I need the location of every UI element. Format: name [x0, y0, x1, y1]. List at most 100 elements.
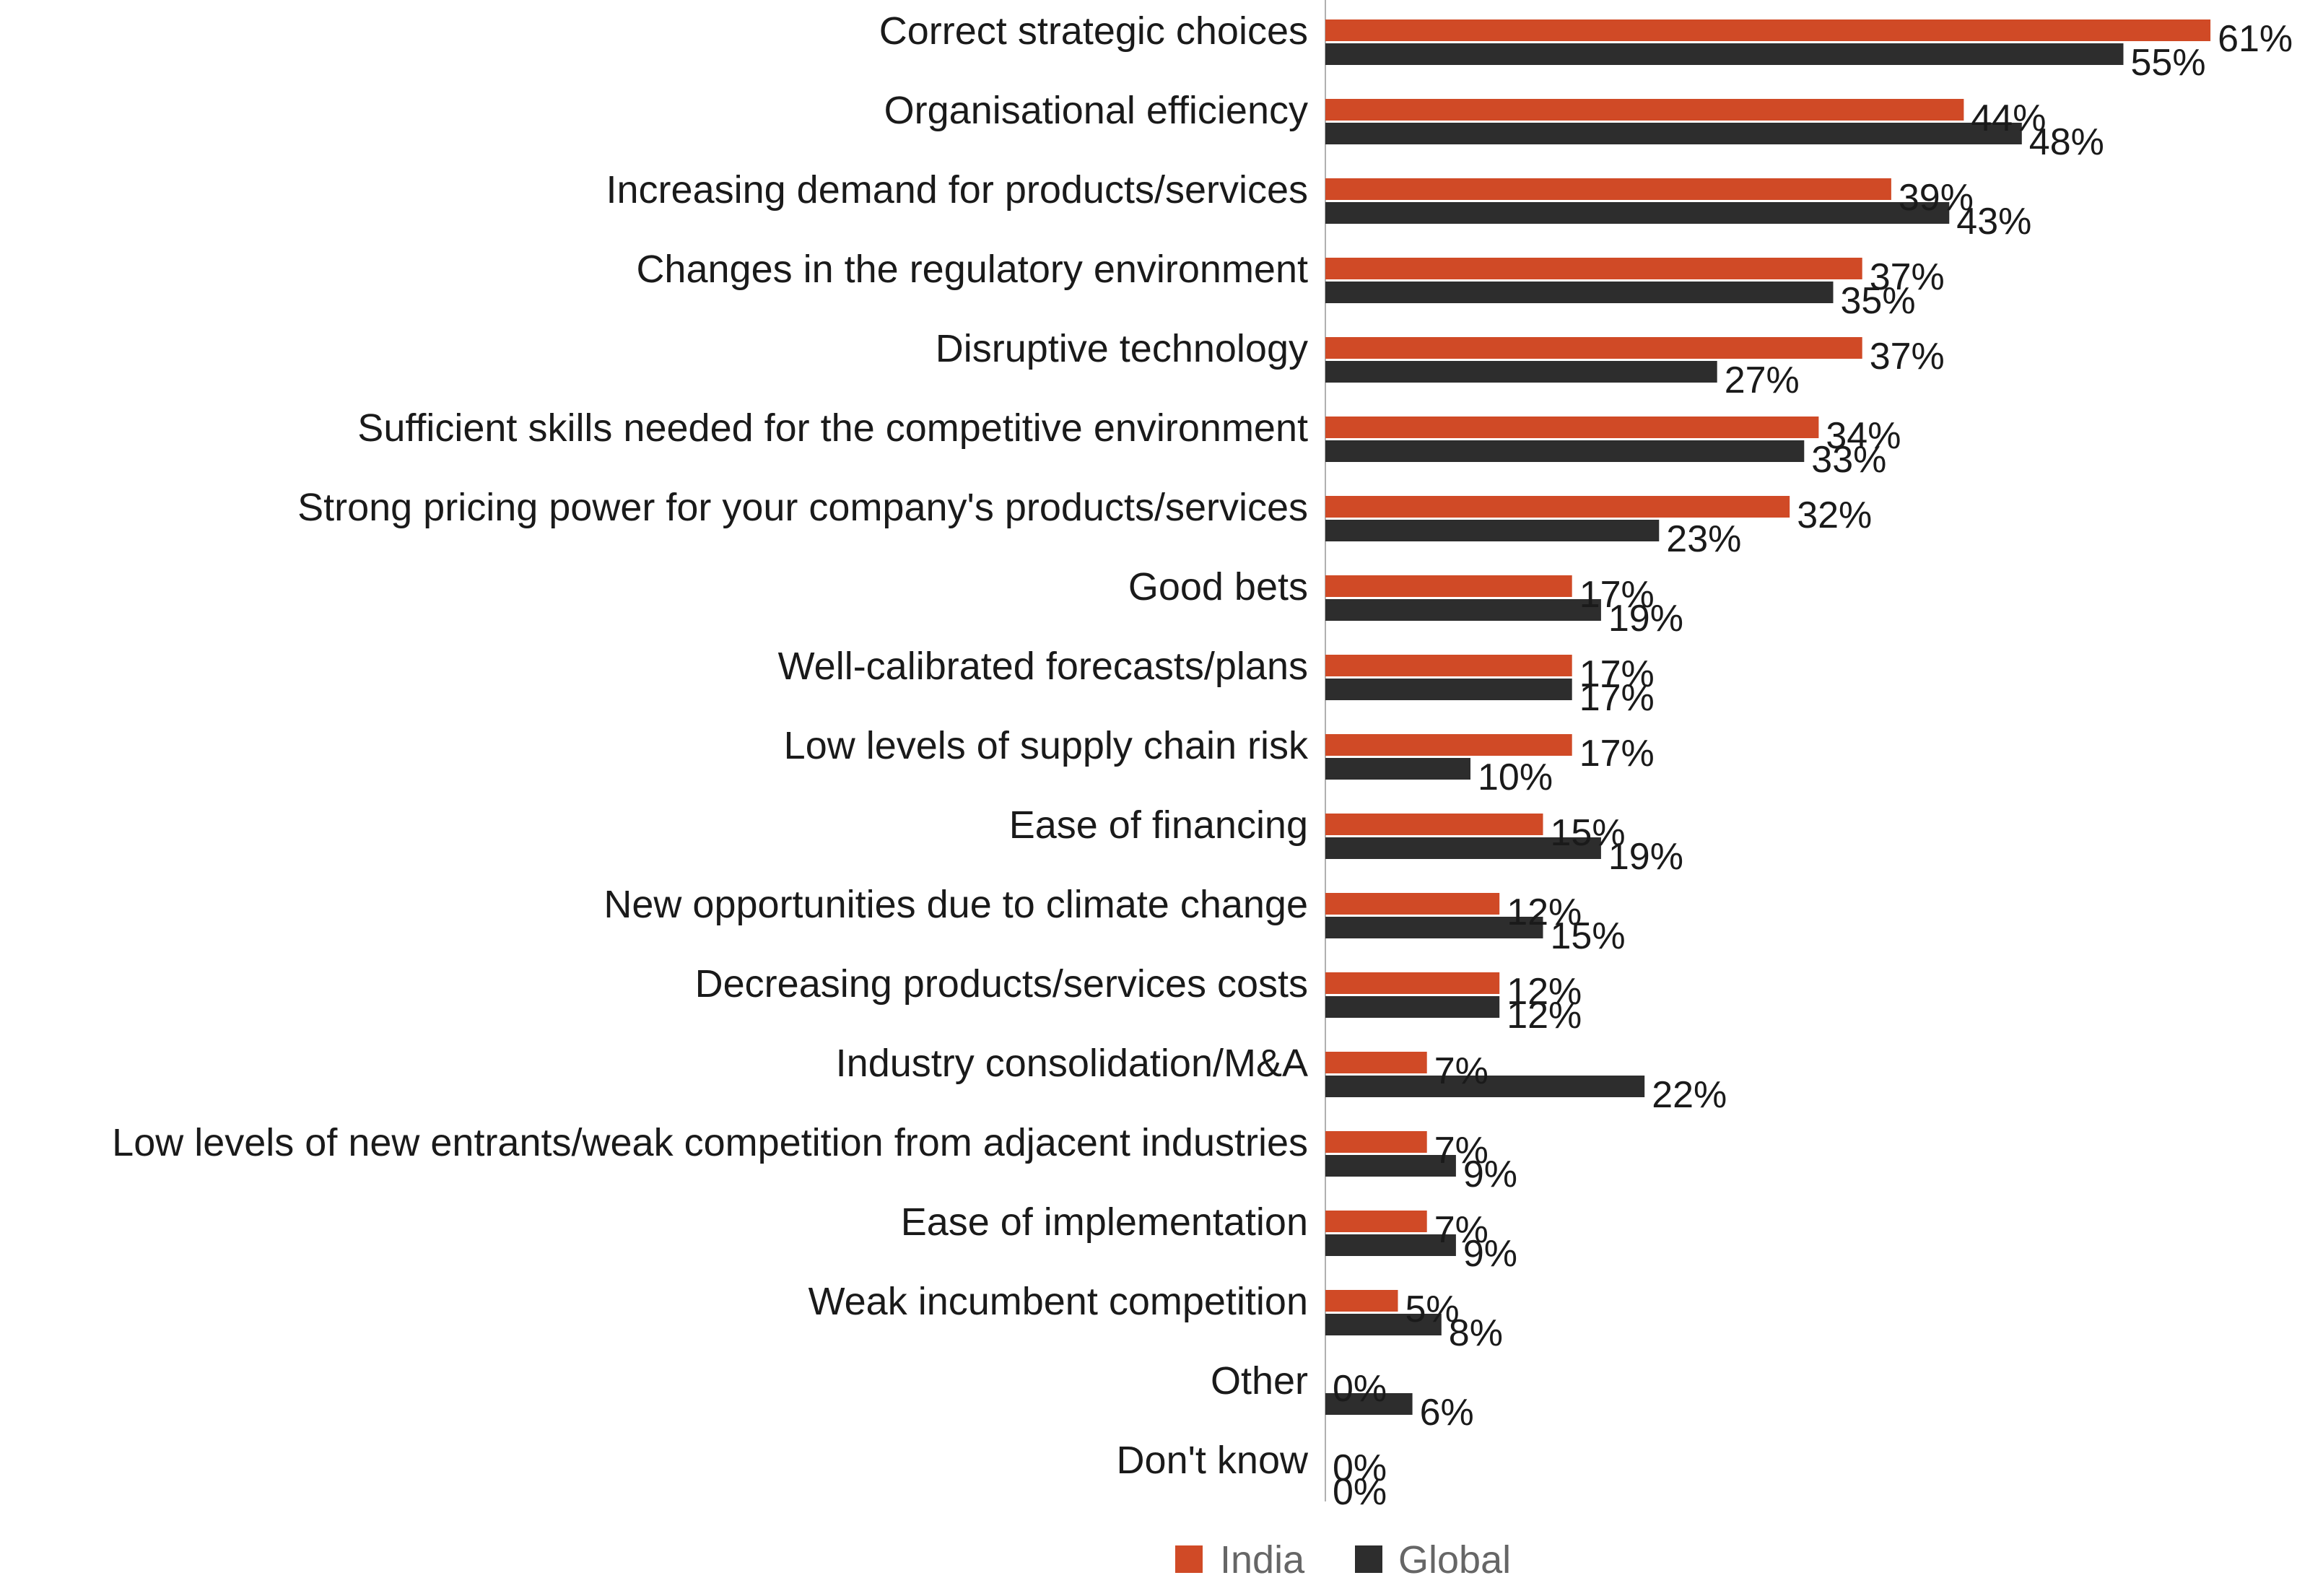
- bar-india: [1325, 734, 1572, 756]
- bar-india: [1325, 1290, 1398, 1312]
- bar-global: [1325, 202, 1950, 224]
- bar-global: [1325, 917, 1543, 938]
- bar-global: [1325, 679, 1572, 700]
- legend: India Global: [1175, 1538, 1511, 1582]
- data-label-global: 0%: [1333, 1471, 1387, 1513]
- bar-india: [1325, 19, 2211, 41]
- bar-india: [1325, 575, 1572, 597]
- bar-india: [1325, 496, 1790, 518]
- data-label-global: 19%: [1608, 836, 1683, 878]
- data-label-india: 34%: [1826, 415, 1901, 457]
- data-label-india: 7%: [1434, 1209, 1489, 1251]
- data-label-global: 19%: [1608, 598, 1683, 640]
- category-label: Other: [1211, 1359, 1308, 1403]
- bar-india: [1325, 337, 1862, 359]
- bar-global: [1325, 440, 1805, 462]
- bar-india: [1325, 655, 1572, 676]
- bars-layer: [1325, 19, 2211, 1415]
- bar-global: [1325, 599, 1601, 621]
- data-label-global: 22%: [1652, 1074, 1727, 1116]
- data-label-india: 12%: [1507, 891, 1582, 933]
- data-label-india: 15%: [1551, 812, 1626, 854]
- bar-global: [1325, 1155, 1456, 1177]
- bar-global: [1325, 361, 1717, 383]
- data-label-global: 55%: [2131, 42, 2206, 84]
- data-label-india: 7%: [1434, 1050, 1489, 1092]
- category-label: Ease of financing: [1009, 803, 1308, 847]
- data-label-global: 35%: [1841, 280, 1916, 322]
- legend-swatch-global: [1355, 1545, 1382, 1573]
- bar-india: [1325, 893, 1500, 915]
- category-label: Sufficient skills needed for the competi…: [357, 406, 1308, 450]
- legend-label-global: Global: [1398, 1538, 1511, 1582]
- bar-india: [1325, 1131, 1427, 1153]
- bar-global: [1325, 1314, 1442, 1335]
- category-label: Low levels of supply chain risk: [784, 724, 1309, 767]
- data-label-global: 10%: [1478, 756, 1553, 798]
- bar-global: [1325, 996, 1500, 1018]
- data-label-india: 32%: [1797, 494, 1872, 536]
- data-label-global: 9%: [1463, 1154, 1517, 1195]
- category-label: Good bets: [1128, 565, 1308, 609]
- data-label-india: 5%: [1405, 1288, 1460, 1330]
- category-label: Disruptive technology: [936, 327, 1308, 370]
- bar-global: [1325, 123, 2022, 144]
- data-label-global: 12%: [1507, 995, 1582, 1037]
- bar-global: [1325, 520, 1660, 541]
- data-label-india: 7%: [1434, 1130, 1489, 1172]
- data-label-india: 39%: [1899, 177, 1974, 219]
- bar-global: [1325, 1393, 1413, 1415]
- data-label-global: 9%: [1463, 1233, 1517, 1275]
- category-label: Weak incumbent competition: [808, 1280, 1308, 1323]
- data-label-india: 0%: [1333, 1447, 1387, 1489]
- category-label: Strong pricing power for your company's …: [297, 486, 1308, 529]
- category-label: Well-calibrated forecasts/plans: [778, 645, 1308, 688]
- bar-global: [1325, 1234, 1456, 1256]
- bar-india: [1325, 1052, 1427, 1073]
- labels-layer: Correct strategic choices 61% 55% Organisat…: [112, 9, 2293, 1513]
- data-label-india: 37%: [1870, 336, 1945, 378]
- bar-global: [1325, 758, 1470, 780]
- category-label: Don't know: [1117, 1439, 1309, 1482]
- category-label: New opportunities due to climate change: [603, 883, 1308, 926]
- data-label-global: 15%: [1551, 915, 1626, 957]
- bar-global: [1325, 837, 1601, 859]
- bar-global: [1325, 1076, 1645, 1097]
- category-label: Ease of implementation: [901, 1200, 1308, 1244]
- data-label-india: 12%: [1507, 971, 1582, 1013]
- bar-global: [1325, 43, 2124, 65]
- data-label-india: 37%: [1870, 256, 1945, 298]
- category-label: Organisational efficiency: [884, 89, 1308, 132]
- bar-india: [1325, 178, 1891, 200]
- data-label-global: 6%: [1420, 1392, 1474, 1434]
- legend-label-india: India: [1220, 1538, 1305, 1582]
- data-label-india: 17%: [1579, 653, 1655, 695]
- data-label-global: 48%: [2029, 121, 2104, 163]
- bar-india: [1325, 972, 1500, 994]
- data-label-india: 0%: [1333, 1368, 1387, 1410]
- category-label: Decreasing products/services costs: [695, 962, 1308, 1006]
- bar-india: [1325, 417, 1819, 438]
- bar-india: [1325, 1211, 1427, 1232]
- data-label-global: 43%: [1956, 201, 2031, 243]
- category-label: Correct strategic choices: [879, 9, 1308, 53]
- data-label-global: 27%: [1725, 359, 1800, 401]
- data-label-india: 44%: [1971, 97, 2046, 139]
- bar-india: [1325, 814, 1543, 835]
- data-label-global: 17%: [1579, 677, 1655, 719]
- category-label: Industry consolidation/M&A: [836, 1042, 1308, 1085]
- bar-india: [1325, 99, 1964, 121]
- legend-swatch-india: [1175, 1545, 1203, 1573]
- category-label: Low levels of new entrants/weak competit…: [112, 1121, 1308, 1164]
- data-label-india: 17%: [1579, 574, 1655, 616]
- bar-global: [1325, 282, 1834, 303]
- data-label-global: 8%: [1449, 1312, 1503, 1354]
- category-label: Increasing demand for products/services: [606, 168, 1308, 212]
- data-label-global: 23%: [1666, 518, 1741, 560]
- data-label-global: 33%: [1811, 439, 1886, 481]
- category-label: Changes in the regulatory environment: [636, 248, 1308, 291]
- bar-india: [1325, 258, 1862, 279]
- data-label-india: 17%: [1579, 733, 1655, 775]
- data-label-india: 61%: [2218, 18, 2293, 60]
